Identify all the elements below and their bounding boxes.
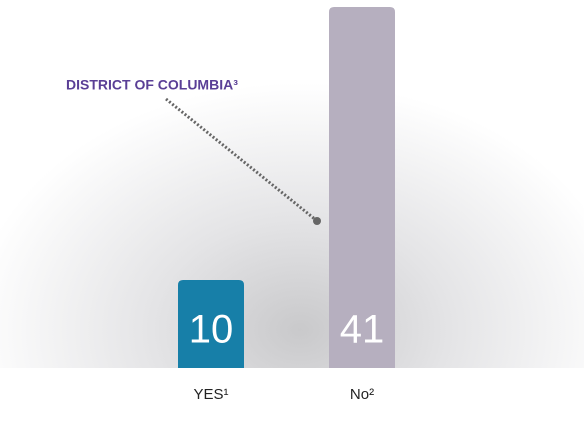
background [0,0,584,368]
leader-line [165,97,317,222]
leader-dot [313,217,321,225]
bar [178,279,244,368]
value-label: 10 [189,308,234,352]
bar [329,7,395,368]
annotation: DISTRICT OF COLUMBIA³ [66,77,238,93]
x-tick-label: YES¹ [193,386,228,403]
x-tick-label: No² [350,386,374,403]
value-label: 41 [340,308,385,352]
